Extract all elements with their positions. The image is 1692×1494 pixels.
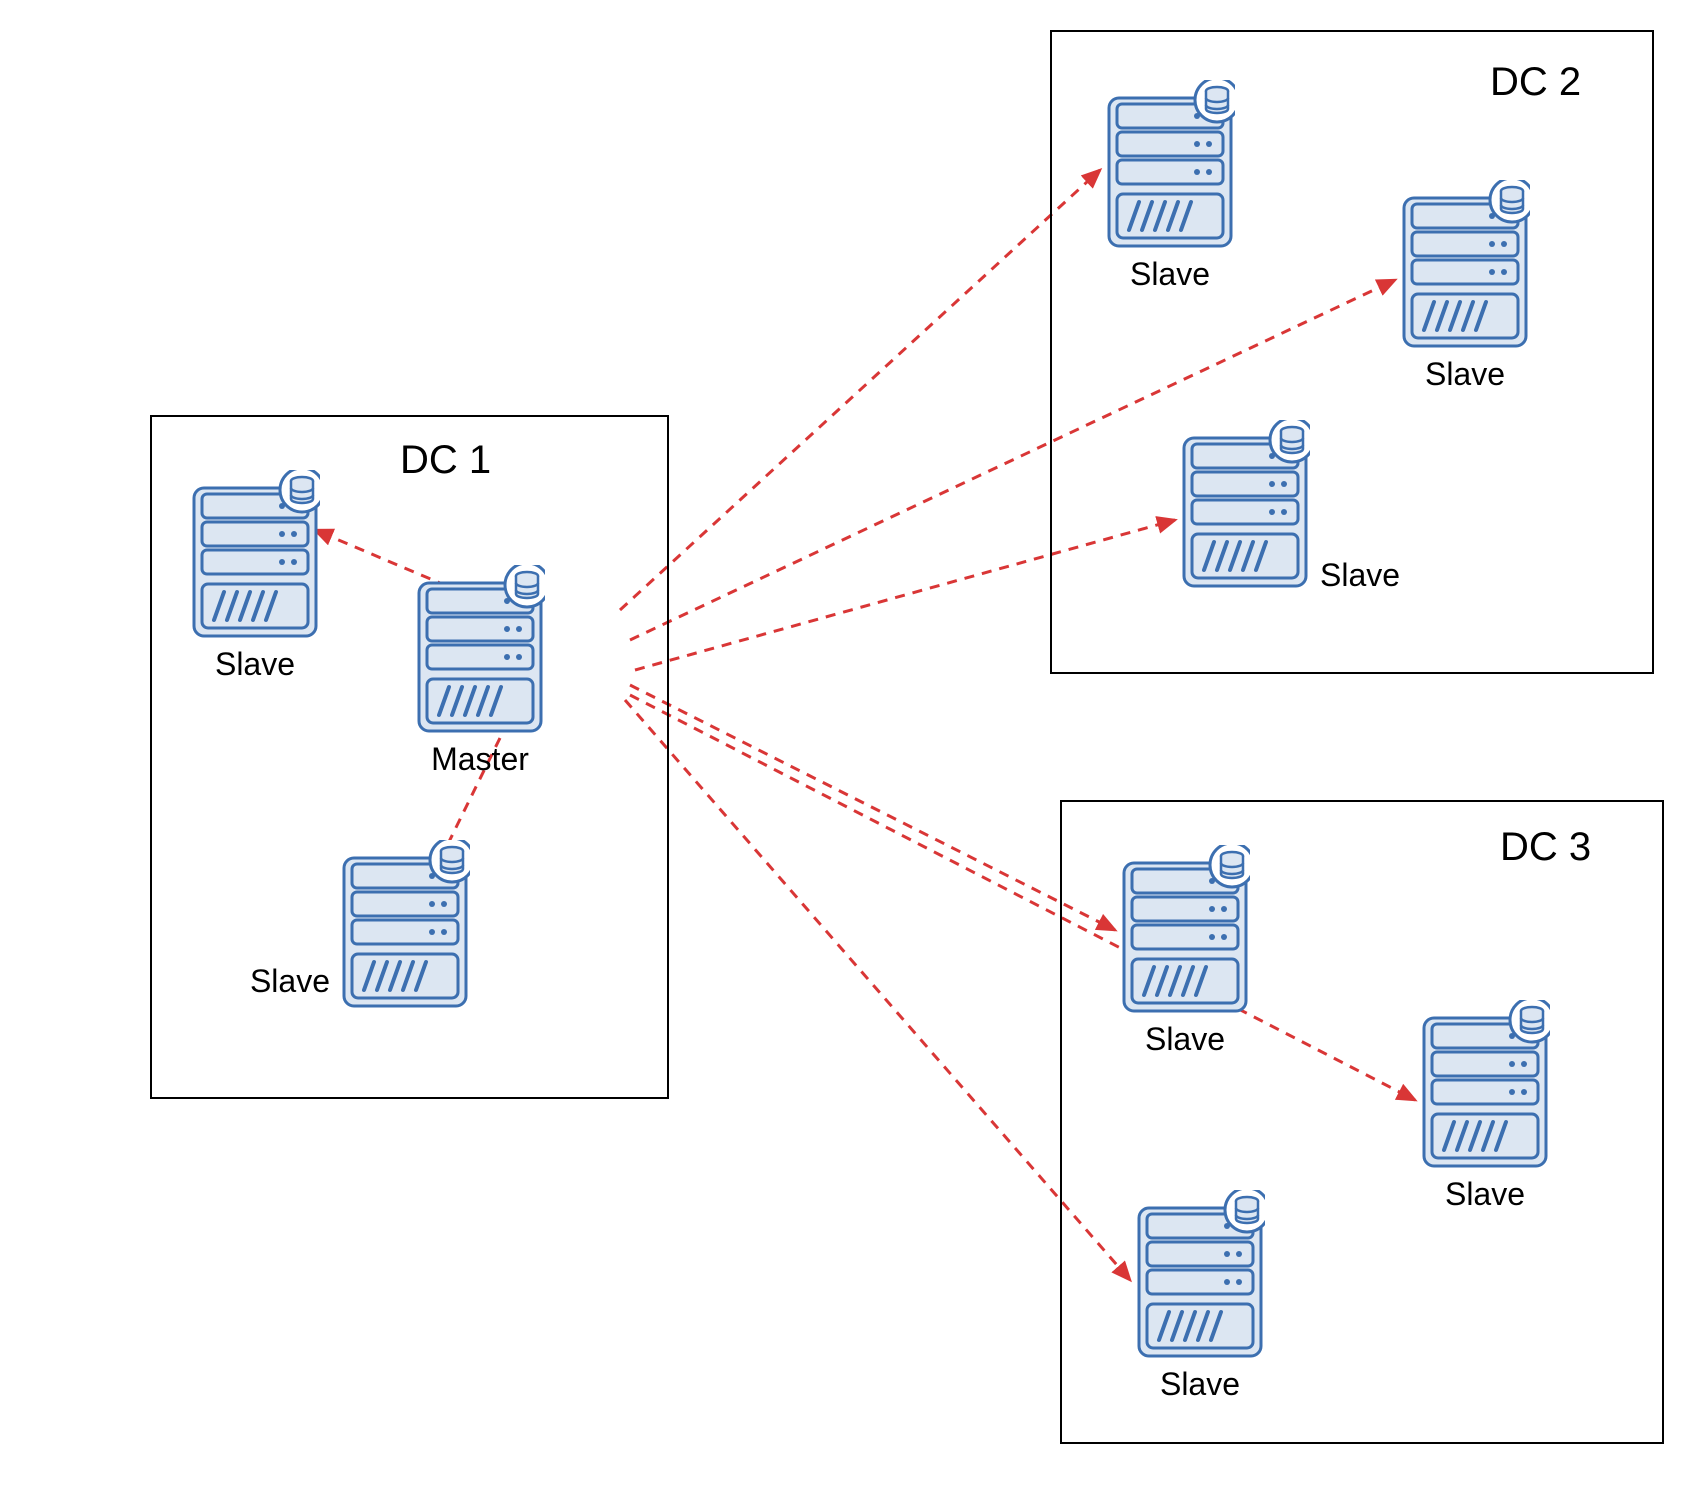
replication-edge: [620, 170, 1100, 610]
node-label: Slave: [1120, 1021, 1250, 1058]
datacenter-label-dc1: DC 1: [400, 438, 491, 483]
node-label: Master: [415, 741, 545, 778]
node-label: Slave: [1420, 1176, 1550, 1213]
node-label: Slave: [240, 963, 330, 1000]
node-label: Slave: [1105, 256, 1235, 293]
server-icon: [1420, 1000, 1550, 1170]
datacenter-label-dc3: DC 3: [1500, 825, 1591, 870]
server-icon: [340, 840, 470, 1010]
server-icon: [190, 470, 320, 640]
node-dc2-slave1: Slave: [1105, 80, 1235, 293]
server-icon: [1180, 420, 1310, 590]
datacenter-label-dc2: DC 2: [1490, 60, 1581, 105]
node-dc1-slave2: Slave: [340, 840, 470, 1010]
node-dc3-slave3: Slave: [1135, 1190, 1265, 1403]
replication-edge: [625, 700, 1130, 1280]
node-dc2-slave3: Slave: [1180, 420, 1310, 590]
diagram-canvas: DC 1 DC 2 DC 3 Master Slave Slave Slave Slave Sl…: [0, 0, 1692, 1494]
server-icon: [1105, 80, 1235, 250]
node-label: Slave: [190, 646, 320, 683]
node-label: Slave: [1320, 557, 1400, 594]
node-dc1-slave1: Slave: [190, 470, 320, 683]
server-icon: [1400, 180, 1530, 350]
node-dc3-slave1: Slave: [1120, 845, 1250, 1058]
node-label: Slave: [1400, 356, 1530, 393]
node-dc2-slave2: Slave: [1400, 180, 1530, 393]
node-label: Slave: [1135, 1366, 1265, 1403]
server-icon: [1120, 845, 1250, 1015]
server-icon: [415, 565, 545, 735]
node-dc1-master: Master: [415, 565, 545, 778]
node-dc3-slave2: Slave: [1420, 1000, 1550, 1213]
replication-edge: [630, 685, 1115, 930]
server-icon: [1135, 1190, 1265, 1360]
